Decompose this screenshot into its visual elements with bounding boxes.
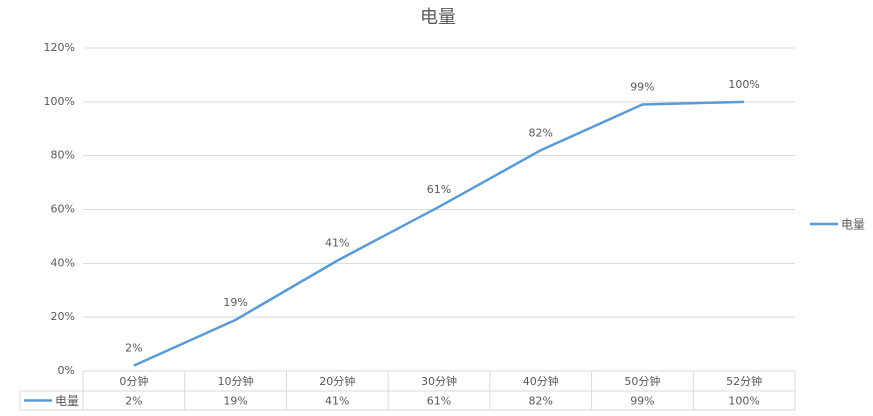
y-tick-label: 40% — [51, 256, 75, 269]
data-label: 2% — [125, 342, 142, 355]
y-tick-label: 60% — [51, 203, 75, 216]
data-label: 61% — [427, 183, 451, 196]
y-tick-label: 0% — [58, 364, 75, 377]
data-label: 82% — [528, 126, 552, 139]
x-tick-label: 20分钟 — [319, 374, 355, 388]
legend-label: 电量 — [841, 218, 865, 232]
table-value: 61% — [427, 395, 451, 408]
y-tick-label: 20% — [51, 310, 75, 323]
table-series-name: 电量 — [55, 394, 79, 408]
x-tick-label: 50分钟 — [624, 374, 660, 388]
y-tick-label: 100% — [44, 95, 75, 108]
data-label: 99% — [630, 81, 654, 94]
table-value: 99% — [630, 395, 654, 408]
table-value: 19% — [223, 395, 247, 408]
data-label: 100% — [728, 78, 759, 91]
table-value: 41% — [325, 395, 349, 408]
table-value: 100% — [728, 395, 759, 408]
data-label: 19% — [223, 296, 247, 309]
x-tick-label: 10分钟 — [218, 374, 254, 388]
x-tick-label: 52分钟 — [726, 374, 762, 388]
line-series — [133, 100, 745, 367]
table-value: 82% — [528, 395, 552, 408]
x-tick-label: 30分钟 — [421, 374, 457, 388]
chart-title: 电量 — [420, 7, 456, 28]
x-tick-label: 40分钟 — [523, 374, 559, 388]
y-tick-label: 80% — [51, 149, 75, 162]
x-tick-label: 0分钟 — [119, 374, 148, 388]
table-value: 2% — [125, 395, 142, 408]
y-tick-label: 120% — [44, 41, 75, 54]
data-label: 41% — [325, 237, 349, 250]
